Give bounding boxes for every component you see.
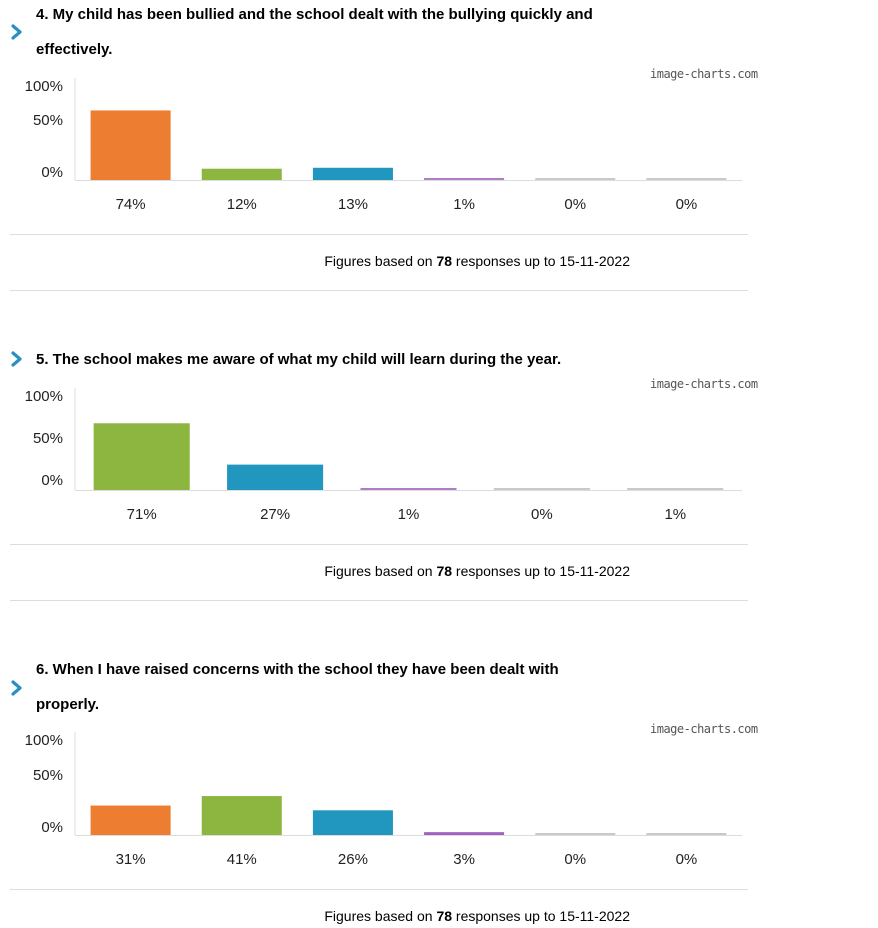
footer-suffix: responses up to 15-11-2022 <box>455 908 630 924</box>
question-title: 4. My child has been bullied and the sch… <box>36 0 676 67</box>
bar <box>627 488 724 490</box>
bar-value-label: 0% <box>531 506 553 523</box>
bar <box>201 168 282 180</box>
y-tick-label: 0% <box>41 819 63 836</box>
bar <box>90 805 171 835</box>
bar-value-label: 0% <box>564 196 586 213</box>
footer-prefix: Figures based on <box>324 253 433 269</box>
title-line-1: 6. When I have raised concerns with the … <box>36 661 559 678</box>
divider <box>10 889 748 890</box>
divider <box>10 600 748 601</box>
bar <box>93 423 190 490</box>
chevron-right-icon <box>11 680 22 696</box>
chart-watermark: image-charts.com <box>650 67 758 81</box>
bar-value-label: 1% <box>664 506 686 523</box>
chart-watermark: image-charts.com <box>650 722 758 736</box>
bar <box>646 178 727 180</box>
bar-value-label: 1% <box>398 506 420 523</box>
response-count: 78 <box>436 908 453 924</box>
chevron-right-icon <box>11 351 22 367</box>
bar-value-label: 0% <box>676 196 698 213</box>
bar <box>493 488 590 490</box>
bar-value-label: 0% <box>676 851 698 868</box>
title-line-2: properly. <box>36 696 100 713</box>
y-tick-label: 50% <box>33 112 63 129</box>
divider <box>10 544 748 545</box>
y-tick-label: 50% <box>33 767 63 784</box>
y-tick-label: 0% <box>41 472 63 489</box>
title-line-2: effectively. <box>36 41 113 58</box>
bar-chart: 100% 50% 0% 31% 41% 26% 3% 0% 0% <box>25 732 742 868</box>
bar <box>646 833 727 835</box>
y-tick-label: 100% <box>25 732 63 749</box>
title-line-1: 4. My child has been bullied and the sch… <box>36 6 593 23</box>
y-tick-label: 100% <box>25 78 63 95</box>
question-title: 5. The school makes me aware of what my … <box>36 342 676 377</box>
bar <box>424 832 505 835</box>
response-footer: Figures based on 78 responses up to 15-1… <box>324 563 630 579</box>
divider <box>10 290 748 291</box>
bar-value-label: 31% <box>116 851 146 868</box>
bar <box>312 167 393 180</box>
footer-suffix: responses up to 15-11-2022 <box>455 563 630 579</box>
bar-value-label: 12% <box>227 196 257 213</box>
chart-watermark: image-charts.com <box>650 377 758 391</box>
footer-suffix: responses up to 15-11-2022 <box>455 253 630 269</box>
bar-value-label: 74% <box>116 196 146 213</box>
footer-prefix: Figures based on <box>324 563 433 579</box>
y-tick-label: 0% <box>41 164 63 181</box>
bar <box>360 488 457 490</box>
response-count: 78 <box>436 253 453 269</box>
response-footer: Figures based on 78 responses up to 15-1… <box>324 908 630 924</box>
bar <box>201 796 282 835</box>
bar <box>312 810 393 835</box>
bar-value-label: 41% <box>227 851 257 868</box>
bar-chart: 100% 50% 0% 74% 12% 13% 1% 0% 0% <box>25 78 742 213</box>
chevron-right-icon <box>11 24 22 40</box>
bar <box>90 110 171 180</box>
bar <box>535 833 616 835</box>
title-line-1: 5. The school makes me aware of what my … <box>36 351 562 368</box>
response-footer: Figures based on 78 responses up to 15-1… <box>324 253 630 269</box>
bar-chart: 100% 50% 0% 71% 27% 1% 0% 1% <box>25 388 742 523</box>
response-count: 78 <box>436 563 453 579</box>
divider <box>10 234 748 235</box>
bar <box>424 178 505 180</box>
bar-value-label: 13% <box>338 196 368 213</box>
bar-value-label: 3% <box>453 851 475 868</box>
y-tick-label: 50% <box>33 430 63 447</box>
footer-prefix: Figures based on <box>324 908 433 924</box>
bar <box>535 178 616 180</box>
y-tick-label: 100% <box>25 388 63 405</box>
question-title: 6. When I have raised concerns with the … <box>36 652 676 722</box>
bar-value-label: 1% <box>453 196 475 213</box>
bar-value-label: 26% <box>338 851 368 868</box>
bar-value-label: 27% <box>260 506 290 523</box>
bar <box>227 464 324 490</box>
bar-value-label: 0% <box>564 851 586 868</box>
bar-value-label: 71% <box>127 506 157 523</box>
